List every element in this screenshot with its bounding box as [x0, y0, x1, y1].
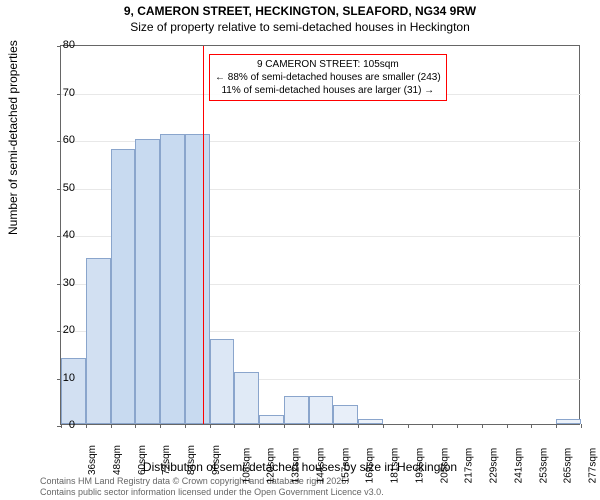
ytick-label: 20	[63, 324, 75, 336]
xtick	[556, 424, 557, 428]
xtick	[185, 424, 186, 428]
xtick	[432, 424, 433, 428]
ytick-label: 70	[63, 87, 75, 99]
xtick	[333, 424, 334, 428]
ytick-label: 10	[63, 372, 75, 384]
xtick-label: 120sqm	[266, 448, 277, 484]
xtick	[507, 424, 508, 428]
ytick-label: 40	[63, 229, 75, 241]
histogram-bar	[160, 134, 185, 424]
annotation-line: 9 CAMERON STREET: 105sqm	[215, 58, 441, 71]
histogram-bar	[135, 139, 160, 424]
xtick-label: 229sqm	[489, 448, 500, 484]
xtick-label: 265sqm	[563, 448, 574, 484]
plot-area: 9 CAMERON STREET: 105sqm← 88% of semi-de…	[60, 45, 580, 425]
histogram-bar	[111, 149, 136, 425]
ytick-label: 50	[63, 182, 75, 194]
ytick	[57, 94, 61, 95]
xtick-label: 217sqm	[464, 448, 475, 484]
histogram-bar	[358, 419, 383, 424]
xtick-label: 205sqm	[439, 448, 450, 484]
histogram-bar	[259, 415, 284, 425]
histogram-bar	[333, 405, 358, 424]
xtick-label: 60sqm	[137, 445, 148, 475]
ytick	[57, 284, 61, 285]
xtick	[160, 424, 161, 428]
xtick	[482, 424, 483, 428]
ytick-label: 80	[63, 39, 75, 51]
xtick-label: 253sqm	[538, 448, 549, 484]
xtick-label: 96sqm	[211, 445, 222, 475]
y-axis-label: Number of semi-detached properties	[6, 40, 20, 235]
annotation-line: 11% of semi-detached houses are larger (…	[215, 84, 441, 97]
xtick	[309, 424, 310, 428]
xtick-label: 193sqm	[414, 448, 425, 484]
xtick	[383, 424, 384, 428]
ytick	[57, 236, 61, 237]
histogram-bar	[210, 339, 235, 425]
xtick	[457, 424, 458, 428]
xtick-label: 181sqm	[390, 448, 401, 484]
attribution-text: Contains HM Land Registry data © Crown c…	[40, 476, 384, 498]
xtick	[234, 424, 235, 428]
xtick	[135, 424, 136, 428]
xtick-label: 72sqm	[161, 445, 172, 475]
xtick-label: 48sqm	[112, 445, 123, 475]
xtick-label: 277sqm	[588, 448, 599, 484]
chart-container: 9 CAMERON STREET: 105sqm← 88% of semi-de…	[60, 45, 580, 425]
xtick	[210, 424, 211, 428]
histogram-bar	[556, 419, 581, 424]
chart-subtitle: Size of property relative to semi-detach…	[0, 20, 600, 34]
xtick	[284, 424, 285, 428]
xtick-label: 144sqm	[315, 448, 326, 484]
xtick	[86, 424, 87, 428]
histogram-bar	[284, 396, 309, 425]
histogram-bar	[185, 134, 210, 424]
reference-line	[203, 46, 204, 424]
ytick	[57, 46, 61, 47]
xtick	[259, 424, 260, 428]
annotation-line: ← 88% of semi-detached houses are smalle…	[215, 71, 441, 84]
ytick	[57, 189, 61, 190]
xtick-label: 241sqm	[514, 448, 525, 484]
xtick-label: 157sqm	[340, 448, 351, 484]
xtick	[358, 424, 359, 428]
xtick-label: 169sqm	[365, 448, 376, 484]
ytick-label: 0	[69, 419, 75, 431]
xtick-label: 108sqm	[241, 448, 252, 484]
ytick	[57, 331, 61, 332]
histogram-bar	[234, 372, 259, 424]
xtick	[531, 424, 532, 428]
xtick	[61, 424, 62, 428]
histogram-bar	[309, 396, 334, 425]
ytick-label: 30	[63, 277, 75, 289]
ytick	[57, 141, 61, 142]
xtick	[581, 424, 582, 428]
histogram-bar	[86, 258, 111, 424]
xtick	[408, 424, 409, 428]
annotation-box: 9 CAMERON STREET: 105sqm← 88% of semi-de…	[209, 54, 447, 101]
xtick-label: 84sqm	[186, 445, 197, 475]
chart-title: 9, CAMERON STREET, HECKINGTON, SLEAFORD,…	[0, 4, 600, 18]
attribution-line: Contains public sector information licen…	[40, 487, 384, 498]
xtick	[111, 424, 112, 428]
ytick-label: 60	[63, 134, 75, 146]
xtick-label: 132sqm	[291, 448, 302, 484]
attribution-line: Contains HM Land Registry data © Crown c…	[40, 476, 384, 487]
xtick-label: 36sqm	[87, 445, 98, 475]
histogram-bar	[61, 358, 86, 425]
